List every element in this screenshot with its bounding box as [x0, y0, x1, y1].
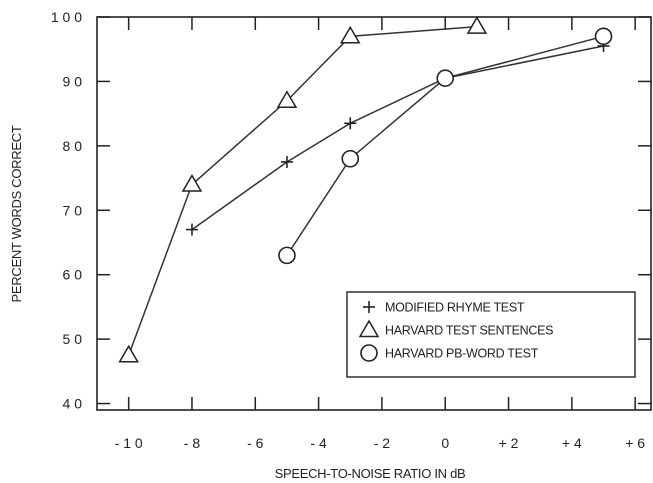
x-tick-label: + 4	[562, 435, 582, 451]
x-tick-label: - 1 0	[115, 435, 143, 451]
y-tick-label: 5 0	[63, 331, 83, 347]
legend-box	[346, 291, 636, 378]
x-tick-labels: - 1 0 - 8 - 6 - 4 - 2 0 + 2 + 4 + 6	[115, 435, 646, 451]
series-line-circle	[286, 35, 604, 256]
x-tick-label: - 2	[374, 435, 391, 451]
x-tick-label: 0	[441, 435, 449, 451]
data-point-circle	[594, 27, 613, 46]
data-point-triangle	[181, 174, 203, 192]
axis-ticks	[97, 16, 651, 410]
legend-label: MODIFIED RHYME TEST	[385, 301, 525, 315]
x-tick-label: - 4	[310, 435, 327, 451]
y-tick-label: 7 0	[63, 202, 83, 218]
y-tick-label: 4 0	[63, 396, 83, 412]
y-tick-label: 9 0	[63, 73, 83, 89]
y-tick-label: 1 0 0	[51, 9, 82, 25]
y-tick-label: 6 0	[63, 267, 83, 283]
x-tick-label: - 6	[247, 435, 264, 451]
plot-frame	[96, 16, 652, 411]
legend-marker-triangle	[358, 319, 380, 338]
data-point-circle	[341, 149, 360, 168]
data-point-triangle	[466, 16, 488, 34]
x-tick-label: + 6	[625, 435, 645, 451]
data-point-plus	[344, 117, 357, 130]
x-axis-title: SPEECH-TO-NOISE RATIO IN dB	[275, 466, 466, 481]
data-point-plus	[185, 223, 198, 236]
data-point-plus	[280, 155, 293, 168]
y-axis-title: PERCENT WORDS CORRECT	[9, 125, 24, 302]
data-point-circle	[278, 246, 296, 265]
x-tick-label: - 8	[184, 435, 201, 451]
series-line-plus	[191, 45, 604, 231]
data-point-triangle	[276, 90, 298, 108]
legend-marker-plus	[363, 301, 375, 313]
legend: MODIFIED RHYME TEST HARVARD TEST SENTENCE…	[346, 291, 636, 378]
data-point-triangle	[339, 25, 361, 44]
legend-label: HARVARD TEST SENTENCES	[385, 324, 553, 338]
y-tick-label: 8 0	[63, 138, 83, 154]
x-tick-label: + 2	[499, 435, 519, 451]
legend-label: HARVARD PB-WORD TEST	[385, 347, 539, 361]
data-point-triangle	[118, 344, 139, 363]
series-markers	[118, 16, 613, 363]
y-tick-labels: 4 0 5 0 6 0 7 0 8 0 9 0 1 0 0	[51, 9, 82, 412]
legend-marker-circle	[360, 344, 378, 362]
data-point-circle	[436, 69, 455, 88]
